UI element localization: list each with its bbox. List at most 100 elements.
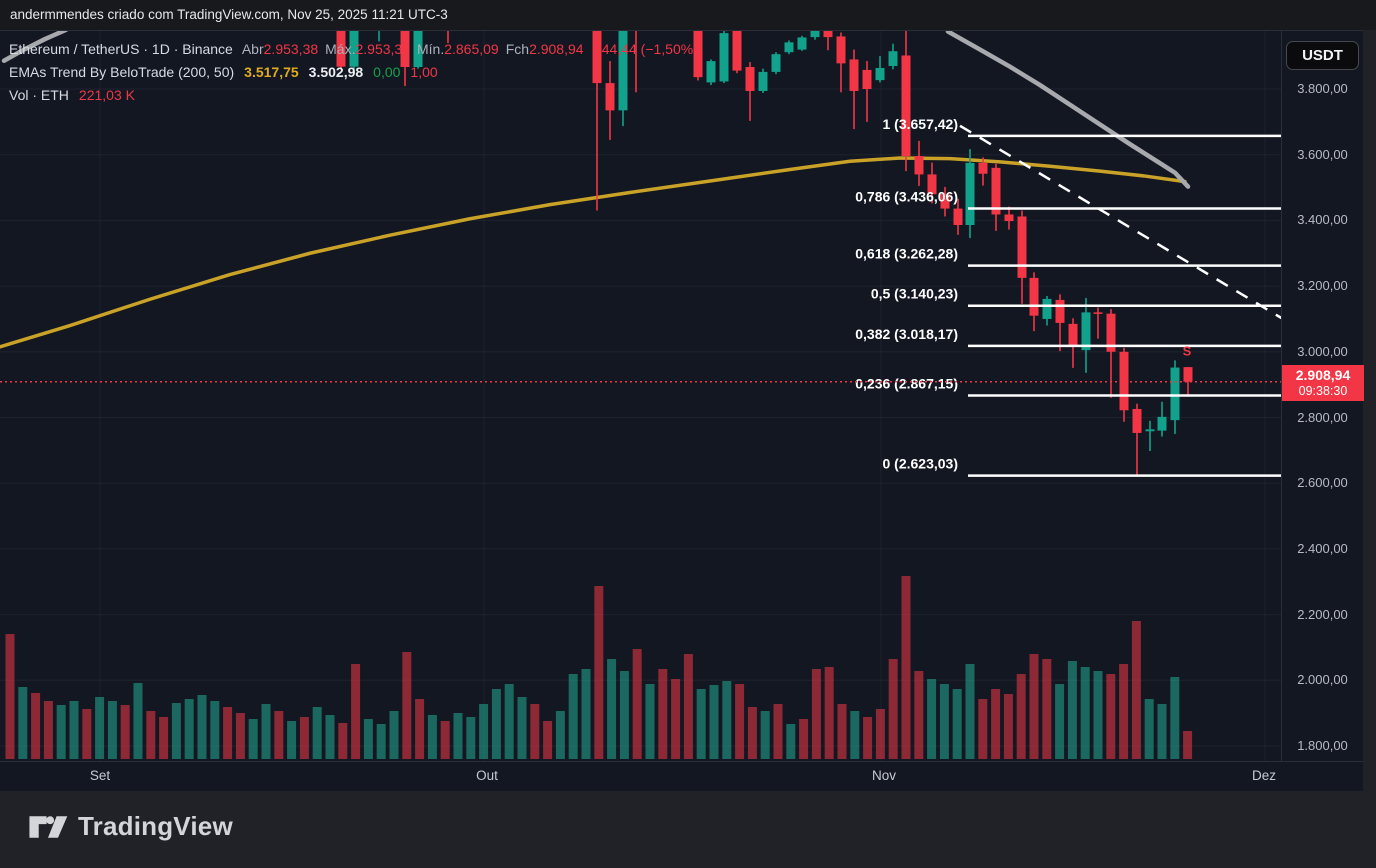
candle-body [875, 67, 885, 81]
volume-bar [43, 701, 53, 759]
candle-body [1042, 298, 1052, 319]
price-tick-label: 3.200,00 [1297, 278, 1348, 294]
candle-body [745, 66, 755, 91]
volume-bar [389, 711, 399, 759]
candle-body [1081, 312, 1091, 351]
price-axis[interactable]: USDT 2.908,94 09:38:30 3.800,00 3.600,00 3… [1281, 31, 1364, 761]
volume-bar [939, 684, 949, 759]
open-label: Abr [241, 41, 264, 57]
candle-body [849, 59, 859, 91]
time-axis[interactable]: Set Out Nov Dez [0, 761, 1363, 791]
volume-bar [5, 634, 15, 759]
volume-bar [1042, 659, 1052, 759]
volume-bar [31, 693, 41, 759]
volume-bar [325, 715, 335, 759]
volume-bar [56, 705, 66, 759]
tradingview-logo-text: TradingView [78, 811, 233, 841]
ema200-value: 3.517,75 [244, 64, 299, 80]
volume-bar [773, 704, 783, 759]
volume-bar [811, 669, 821, 759]
volume-bar [799, 719, 809, 759]
price-tick-label: 3.800,00 [1297, 81, 1348, 96]
time-tick-label: Nov [871, 768, 896, 783]
candle-body [784, 42, 794, 53]
volume-bar [888, 659, 898, 759]
volume-bar [312, 707, 322, 759]
fib-level-label: 1 (3.657,42) [883, 116, 959, 132]
volume-bar [338, 723, 348, 759]
volume-bar [594, 586, 604, 759]
volume-bar [709, 685, 719, 759]
volume-bar [146, 711, 156, 759]
volume-bar [82, 709, 92, 759]
time-tick-label: Out [476, 768, 498, 783]
volume-bar [760, 711, 770, 759]
volume-bar [747, 707, 757, 759]
volume-bar [991, 689, 1001, 759]
candle-body [1055, 299, 1065, 323]
close-label: Fch [505, 41, 530, 57]
symbol-title: Ethereum / TetherUS · 1D · Binance [9, 41, 233, 57]
candle-body [1093, 312, 1103, 314]
chart-legend: Ethereum / TetherUS · 1D · Binance Abr2.9… [9, 38, 698, 107]
volume-bar [696, 689, 706, 759]
volume-indicator-name: Vol · ETH [9, 87, 69, 103]
volume-bar [363, 719, 373, 759]
tradingview-logo[interactable]: TradingView [28, 811, 233, 842]
usdt-button[interactable]: USDT [1286, 41, 1359, 70]
volume-bar [120, 705, 130, 759]
price-tick-label: 2.200,00 [1297, 606, 1348, 622]
volume-bar [504, 684, 514, 759]
ema-aux2-value: 1,00 [410, 64, 438, 80]
candle-body [862, 69, 872, 89]
price-tick-label: 3.400,00 [1297, 212, 1348, 228]
volume-bar [1093, 671, 1103, 759]
candle-body [927, 174, 937, 195]
volume-bar [1055, 684, 1065, 759]
candle-body [965, 162, 975, 225]
volume-bar [351, 664, 361, 759]
candle-body [592, 31, 602, 84]
high-label: Máx. [325, 41, 356, 57]
low-label: Mín. [416, 41, 445, 57]
candle-body [901, 55, 911, 157]
volume-bar [491, 689, 501, 759]
candle-body [991, 167, 1001, 215]
volume-bar [133, 683, 143, 759]
chart-plot-area[interactable]: 1 (3.657,42) 0,786 (3.436,06) 0,618 (3.262… [0, 31, 1281, 761]
candle-body [732, 31, 742, 71]
bar-countdown: 09:38:30 [1298, 383, 1348, 398]
volume-bar [543, 721, 553, 759]
volume-bar [965, 664, 975, 759]
candle-body [1029, 277, 1039, 316]
low-value: 2.865,09 [444, 41, 499, 57]
candle-body [978, 162, 988, 174]
candle-body [771, 54, 781, 72]
ema-line [0, 156, 1187, 349]
legend-volume-row: Vol · ETH 221,03 K [9, 84, 698, 107]
last-price-value: 2.908,94 [1295, 366, 1351, 383]
candle-body [888, 51, 898, 67]
volume-bar [914, 671, 924, 759]
fib-level-label: 0,5 (3.140,23) [871, 286, 958, 302]
volume-bar [1067, 661, 1077, 759]
volume-bar [671, 679, 681, 759]
volume-bar [850, 711, 860, 759]
volume-bar [581, 669, 591, 759]
ema-aux1-value: 0,00 [373, 64, 401, 80]
tradingview-logo-icon [29, 815, 68, 838]
candle-body [605, 83, 615, 111]
volume-bar [1170, 677, 1180, 759]
volume-bar [376, 724, 386, 759]
volume-bar [735, 684, 745, 759]
trendline-dashed[interactable] [959, 124, 1281, 320]
volume-bar [299, 717, 309, 759]
volume-bar [1016, 674, 1026, 759]
ema50-value: 3.502,98 [308, 64, 364, 80]
candle-body [1068, 323, 1078, 346]
price-tick-label: 2.800,00 [1297, 409, 1348, 425]
volume-bar [722, 681, 732, 759]
volume-bar [824, 667, 834, 759]
candle-body [1183, 367, 1193, 382]
price-chart-canvas[interactable]: 1 (3.657,42) 0,786 (3.436,06) 0,618 (3.262… [0, 31, 1281, 761]
